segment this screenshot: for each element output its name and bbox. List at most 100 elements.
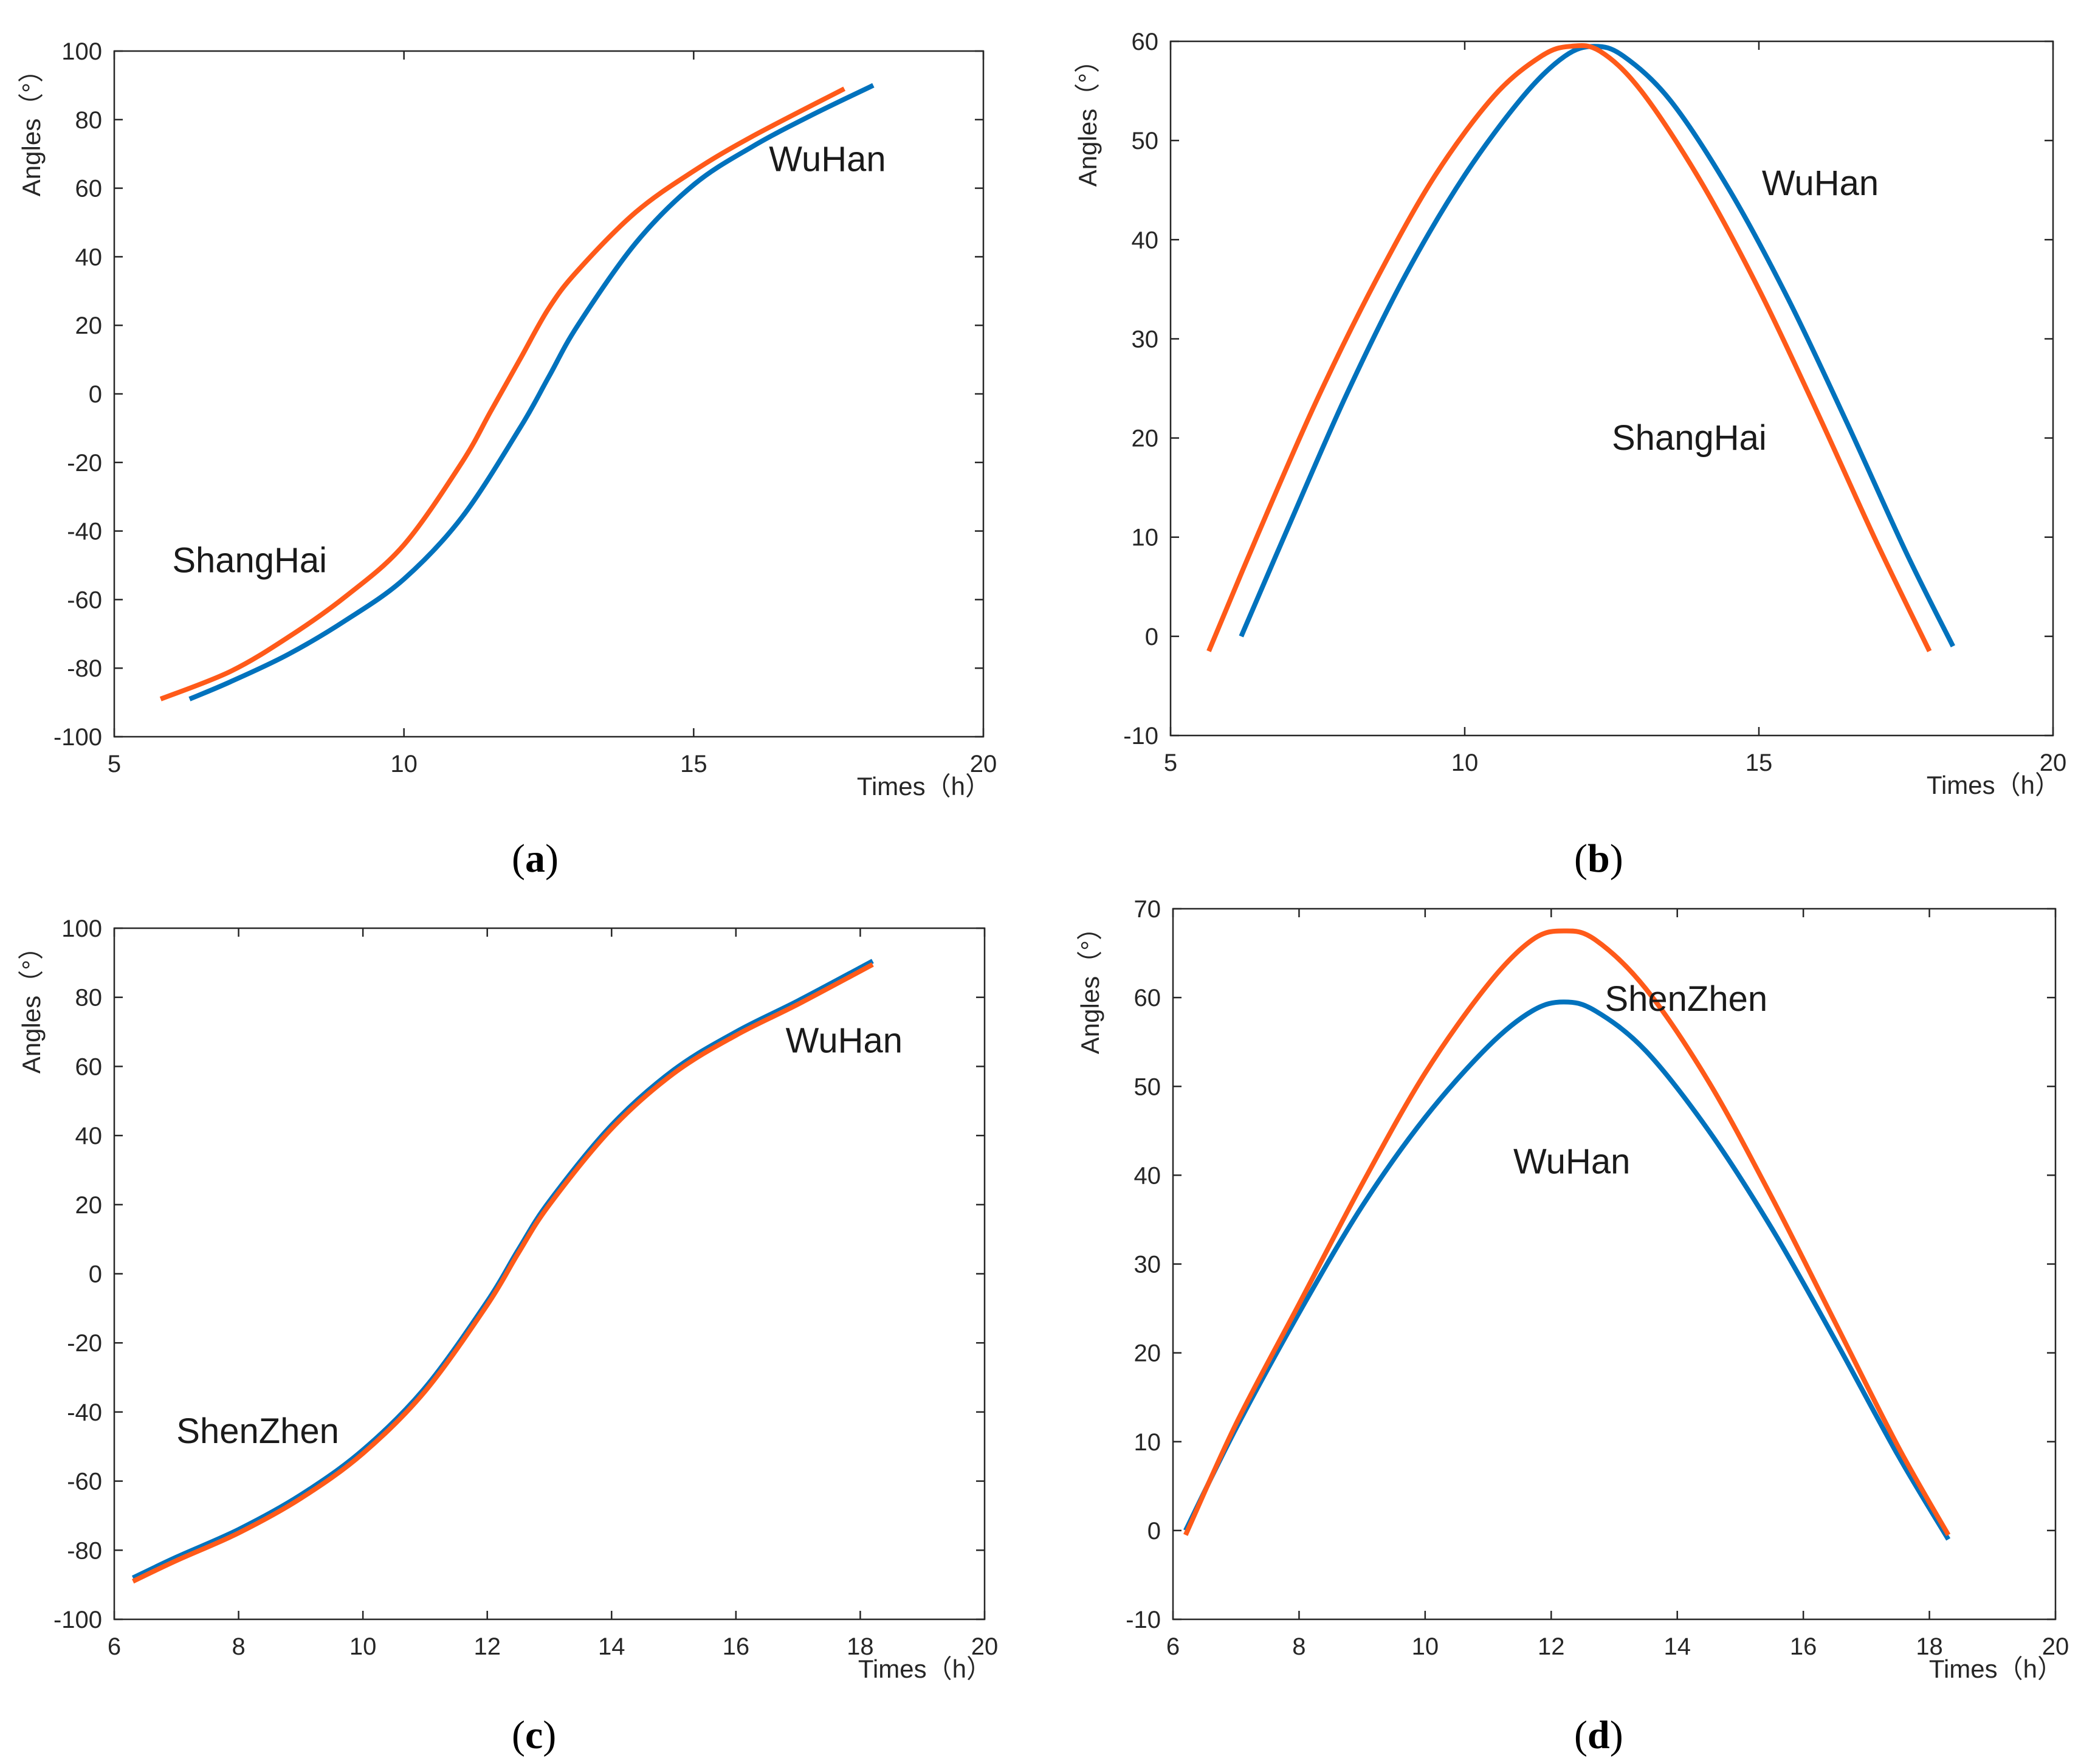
y-tick-label: -40 (67, 1399, 102, 1426)
x-tick-label: 5 (108, 751, 121, 777)
y-tick-label: 20 (1132, 425, 1159, 452)
x-tick-label: 14 (1663, 1633, 1691, 1660)
y-tick-label: 60 (1134, 985, 1161, 1011)
chart-panel-d: 6 8 10 12 14 16 18 20 -10 0 10 20 30 40 50 60 70 Times（h）… (1076, 896, 2069, 1757)
x-tick-label: 15 (680, 751, 707, 777)
series-line-wuhan (1183, 999, 1951, 1541)
annotation-wuhan: WuHan (1513, 1142, 1630, 1181)
y-tick-label: 80 (75, 107, 103, 134)
y-tick-label: 20 (75, 1192, 103, 1219)
x-tick-label: 20 (2042, 1633, 2069, 1660)
y-tick-label: -80 (67, 1537, 102, 1564)
y-tick-label: -20 (67, 1330, 102, 1357)
y-tick-label: -20 (67, 450, 102, 477)
x-tick-label: 16 (723, 1633, 750, 1660)
y-tick-label: -10 (1126, 1607, 1161, 1633)
y-axis-label: Angles（°） (1073, 47, 1102, 187)
chart-panel-a: 5 10 15 20 -100 -80 -60 -40 -20 0 20 40 60 80 100 Times… (17, 38, 997, 881)
series-line-shenzhen (131, 962, 874, 1584)
series-line-wuhan (1239, 44, 1955, 647)
panel-label-close-paren: ) (543, 1713, 556, 1757)
x-tick-label: 14 (598, 1633, 625, 1660)
y-tick-label: 20 (1134, 1340, 1161, 1367)
x-tick-label: 10 (1412, 1633, 1439, 1660)
y-tick-label: 80 (75, 985, 103, 1011)
y-tick-label: 60 (75, 176, 103, 202)
panel-label: (c) (512, 1713, 556, 1757)
y-tick-label: 10 (1134, 1429, 1161, 1456)
y-tick-label: -60 (67, 1469, 102, 1495)
x-tick-label: 15 (1746, 749, 1773, 776)
annotation-shenzhen: ShenZhen (176, 1411, 339, 1451)
y-tick-label: 100 (61, 38, 102, 65)
y-tick-label: -80 (67, 655, 102, 682)
panel-label: (a) (512, 836, 559, 881)
x-tick-label: 6 (1166, 1633, 1180, 1660)
x-tick-label: 20 (971, 1633, 999, 1660)
plot-frame (1169, 40, 2054, 737)
y-axis-label: Angles（°） (17, 934, 46, 1073)
panel-label-open-paren: ( (1574, 1713, 1587, 1757)
x-tick-label: 5 (1164, 749, 1177, 776)
annotation-wuhan: WuHan (769, 139, 886, 179)
y-tick-label: 50 (1134, 1073, 1161, 1100)
x-tick-label: 10 (1451, 749, 1479, 776)
series-line-wuhan (188, 83, 875, 701)
y-tick-label: 40 (1134, 1162, 1161, 1189)
annotation-wuhan: WuHan (786, 1021, 903, 1061)
series-line-shanghai (159, 86, 846, 701)
y-tick-label: 10 (1132, 525, 1159, 551)
y-tick-label: 60 (1132, 29, 1159, 55)
panel-label-letter: b (1587, 836, 1610, 881)
x-tick-label: 16 (1790, 1633, 1817, 1660)
y-tick-label: 0 (1147, 1518, 1161, 1545)
panel-label-close-paren: ) (545, 836, 559, 881)
y-tick-label: 40 (1132, 227, 1159, 253)
x-tick-label: 10 (349, 1633, 377, 1660)
y-tick-label: -100 (53, 1607, 102, 1633)
x-axis-label: Times（h） (1927, 771, 2060, 799)
x-tick-label: 6 (108, 1633, 121, 1660)
series-line-shenzhen (1183, 928, 1951, 1537)
x-tick-label: 8 (232, 1633, 245, 1660)
y-tick-label: 50 (1132, 128, 1159, 154)
y-axis-label: Angles（°） (17, 57, 46, 196)
panel-label-open-paren: ( (512, 1713, 525, 1757)
series-line-wuhan (131, 959, 874, 1580)
panel-label: (b) (1574, 836, 1623, 881)
series-line-shanghai (1206, 43, 1932, 653)
panel-label-open-paren: ( (512, 836, 525, 881)
x-axis-label: Times（h） (858, 1655, 992, 1683)
y-tick-label: 40 (75, 1123, 103, 1149)
y-tick-label: 0 (89, 1261, 102, 1288)
x-tick-label: 20 (2040, 749, 2067, 776)
chart-panel-b: 5 10 15 20 -10 0 10 20 30 40 50 60 Times（h） Angles（°）… (1073, 29, 2066, 881)
x-tick-label: 8 (1292, 1633, 1305, 1660)
panel-label-close-paren: ) (1610, 836, 1623, 881)
y-tick-label: 0 (1145, 624, 1158, 650)
x-tick-label: 18 (1916, 1633, 1943, 1660)
y-tick-label: 100 (61, 915, 102, 942)
y-tick-label: -60 (67, 587, 102, 613)
y-tick-label: -40 (67, 519, 102, 545)
x-axis-label: Times（h） (1929, 1655, 2063, 1683)
y-tick-label: 40 (75, 244, 103, 270)
annotation-shanghai: ShangHai (1612, 418, 1767, 458)
x-tick-label: 10 (390, 751, 418, 777)
annotation-wuhan: WuHan (1762, 164, 1879, 203)
x-tick-label: 20 (970, 751, 997, 777)
annotation-shenzhen: ShenZhen (1605, 979, 1767, 1019)
x-tick-label: 12 (473, 1633, 501, 1660)
y-tick-label: -100 (53, 724, 102, 751)
y-tick-label: 20 (75, 312, 103, 339)
y-tick-label: 0 (89, 381, 102, 408)
x-tick-label: 12 (1538, 1633, 1565, 1660)
y-tick-label: 30 (1134, 1252, 1161, 1278)
y-tick-label: 70 (1134, 896, 1161, 923)
panel-label: (d) (1574, 1713, 1623, 1757)
y-axis-label: Angles（°） (1076, 915, 1104, 1054)
panel-label-letter: c (525, 1713, 543, 1757)
y-tick-label: 30 (1132, 326, 1159, 353)
panel-label-open-paren: ( (1574, 836, 1587, 881)
